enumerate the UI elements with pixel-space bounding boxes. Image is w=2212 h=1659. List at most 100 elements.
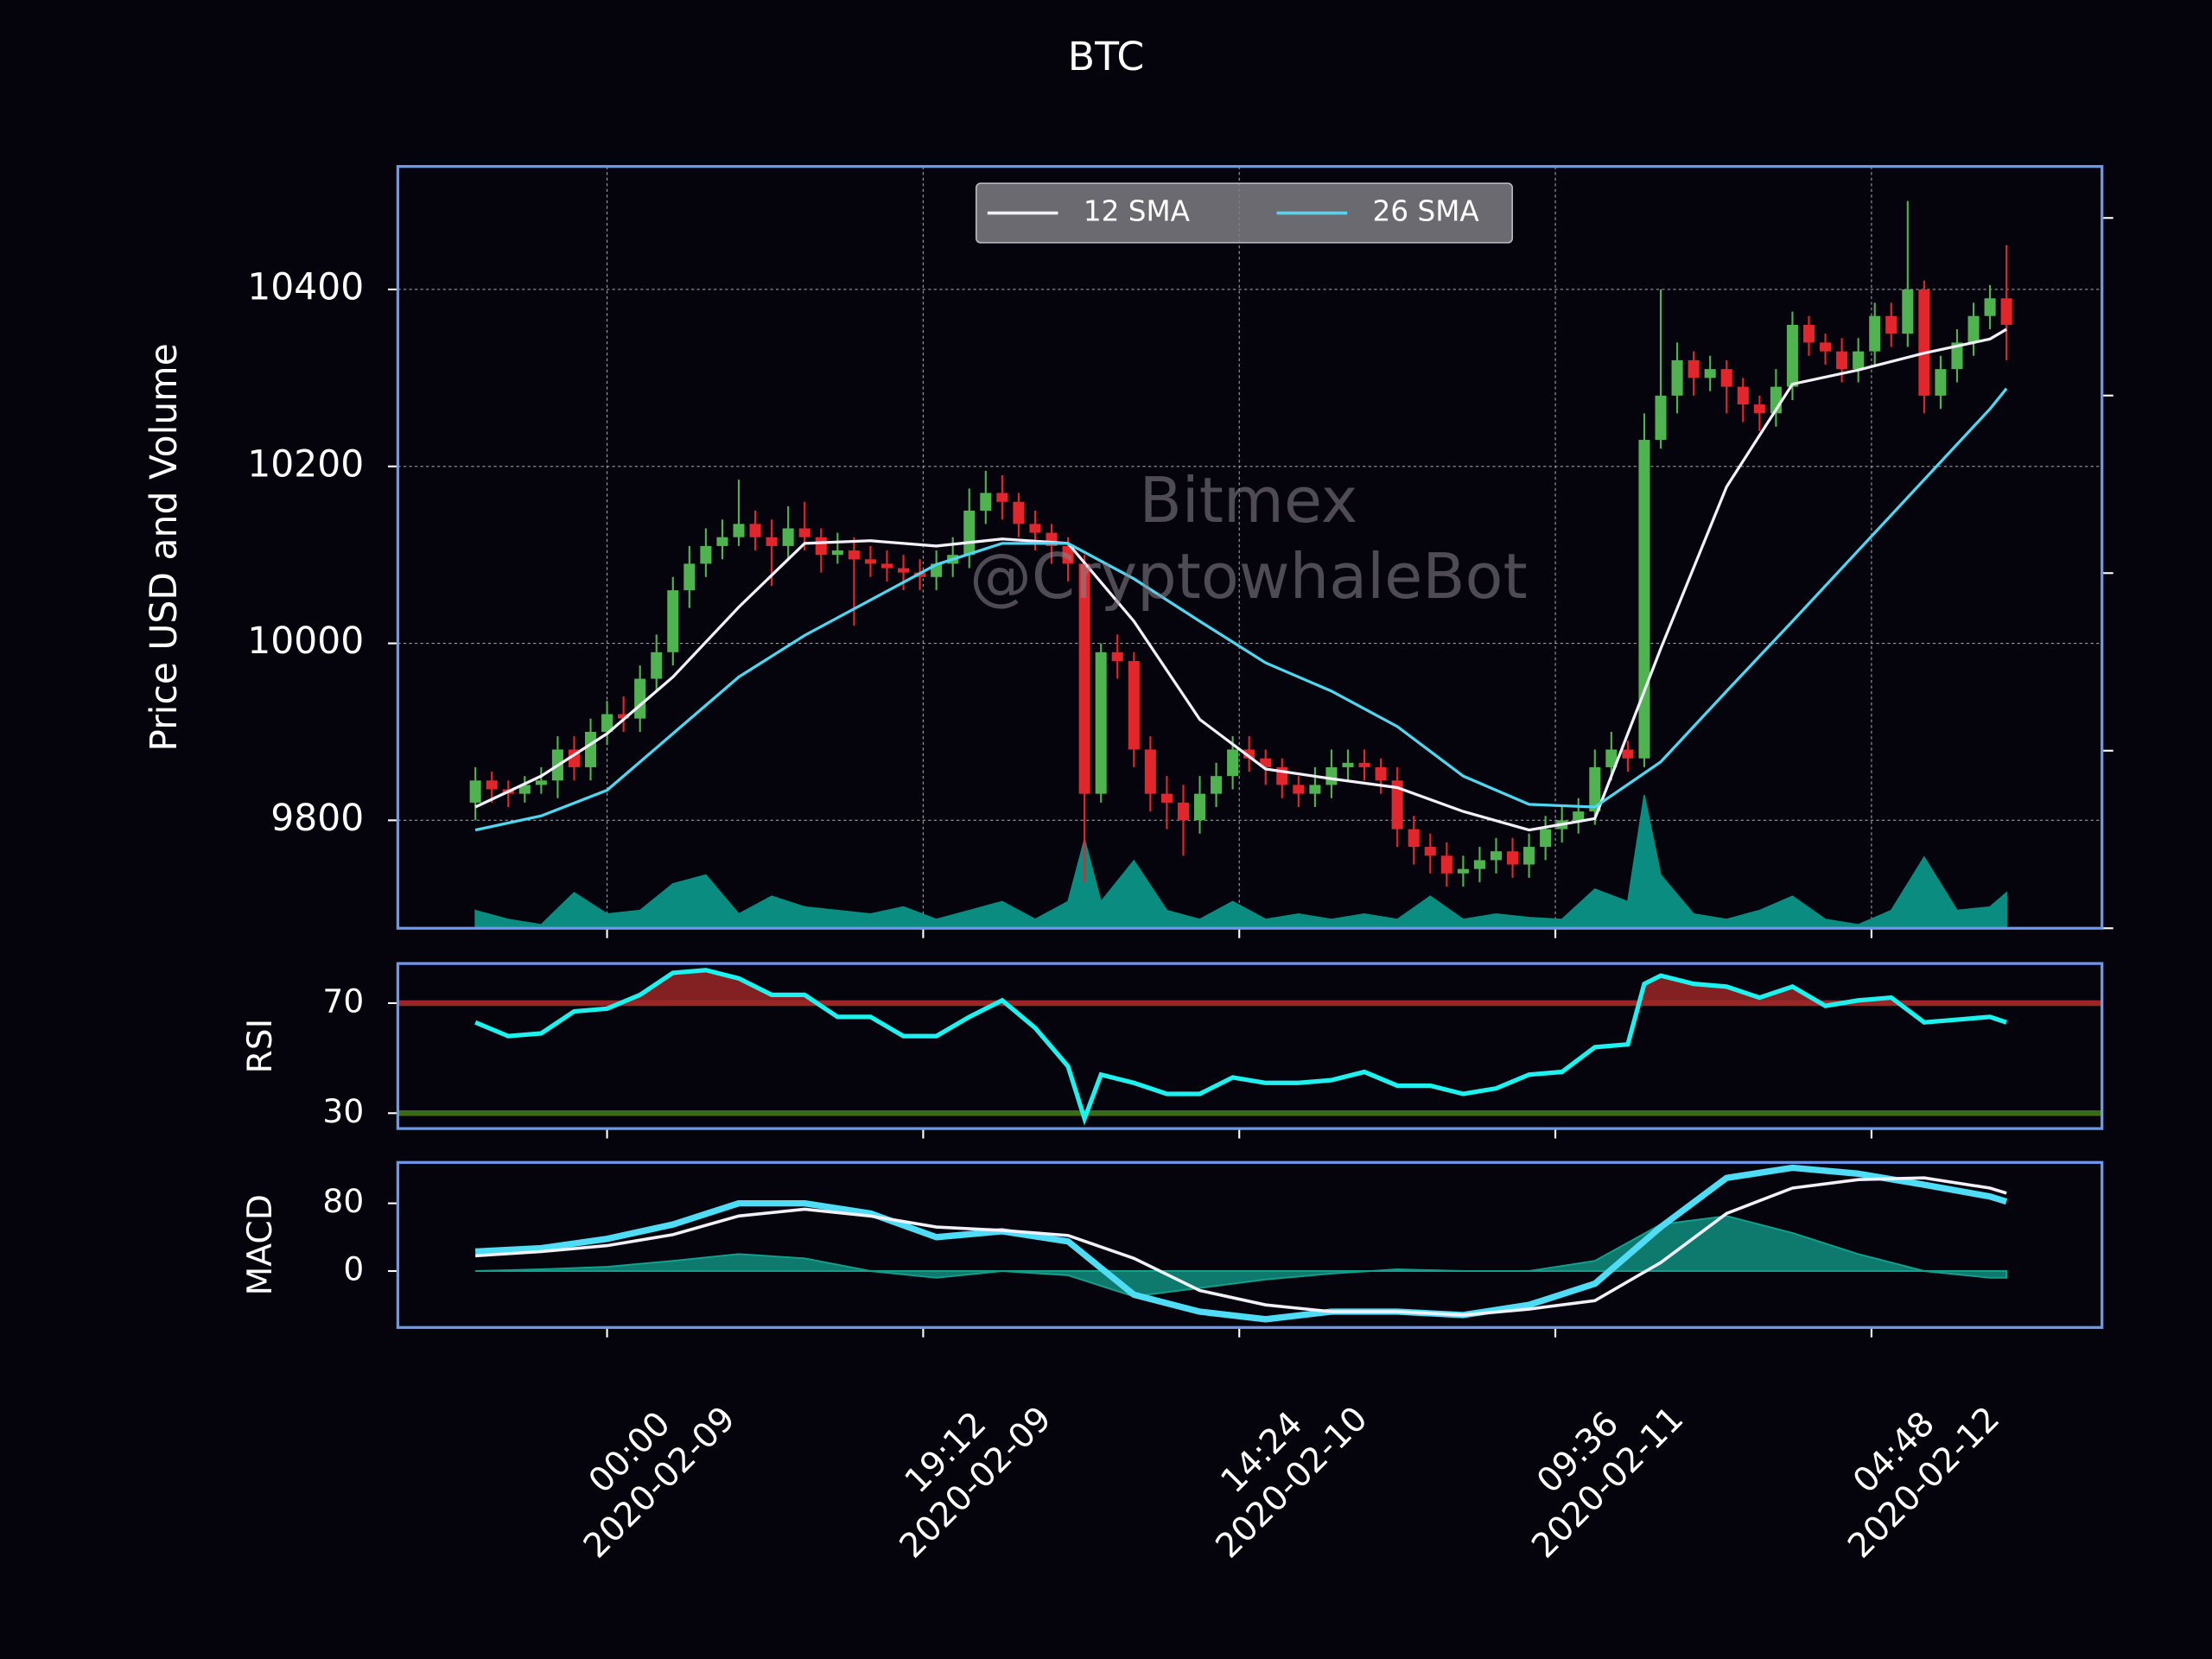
candle-body <box>880 563 893 569</box>
candle-body <box>831 550 843 556</box>
macd-histogram <box>475 1215 2008 1298</box>
candle-body <box>996 493 1008 502</box>
candle-body <box>1391 780 1403 830</box>
candle-body <box>1177 802 1189 821</box>
candle-body <box>2000 298 2012 325</box>
candle-body <box>815 537 827 556</box>
candle-body <box>1293 785 1305 794</box>
watermark: @CryptowhaleBot <box>969 540 1528 613</box>
y-tick-label: 9800 <box>270 798 364 840</box>
candle-body <box>1967 315 1980 343</box>
candle-body <box>1935 369 1947 396</box>
legend-box <box>975 182 1514 244</box>
sma-line <box>474 387 2008 832</box>
candle-body <box>1655 395 1667 441</box>
candle-body <box>1869 315 1881 352</box>
candle-body <box>667 590 679 652</box>
candle-body <box>1490 851 1503 861</box>
candle-body <box>1951 342 1963 370</box>
candle-body <box>1111 652 1123 662</box>
candle-body <box>1786 324 1798 387</box>
chart-title: BTC <box>1068 34 1145 79</box>
candle-body <box>1013 501 1025 524</box>
y-axis-label: MACD <box>241 1194 280 1295</box>
legend-label: 26 SMA <box>1373 195 1480 228</box>
watermark: Bitmex <box>1139 464 1357 537</box>
y-tick-label: 0 <box>343 1249 364 1287</box>
y-tick-label: 10400 <box>247 266 364 308</box>
rsi-line <box>474 968 2007 1126</box>
candle-body <box>749 524 761 537</box>
sma-line <box>474 327 2007 832</box>
candle-body <box>683 563 696 591</box>
signal-line <box>475 1176 2007 1317</box>
candle-body <box>1802 324 1815 343</box>
volume-area <box>474 794 2007 930</box>
candle-body <box>1375 766 1387 781</box>
y-tick-label: 30 <box>322 1092 364 1130</box>
candle-body <box>1902 289 1914 334</box>
legend-label: 12 SMA <box>1084 195 1191 228</box>
candle-body <box>1358 762 1370 767</box>
candle-body <box>1853 351 1865 370</box>
y-tick-label: 10000 <box>247 620 364 663</box>
candle-body <box>1440 855 1452 874</box>
candle-body <box>1260 758 1272 767</box>
candle-body <box>716 537 728 546</box>
candle-body <box>1144 749 1156 794</box>
candle-body <box>469 780 481 803</box>
y-tick-label: 70 <box>322 982 364 1020</box>
candle-body <box>1885 315 1897 334</box>
candle-body <box>486 780 498 790</box>
candle-body <box>766 537 778 546</box>
candle-body <box>1408 829 1420 848</box>
candle-body <box>1078 563 1090 794</box>
panel-frame <box>396 165 2104 930</box>
candle-body <box>782 528 794 546</box>
candle-body <box>1095 652 1107 794</box>
y-tick-label: 10200 <box>247 443 364 486</box>
candle-body <box>1540 829 1552 848</box>
candle-body <box>1243 749 1255 759</box>
candle-body <box>1325 766 1338 785</box>
candle-body <box>618 714 630 719</box>
candle-body <box>518 785 531 794</box>
candle-body <box>1918 289 1930 396</box>
candle-body <box>1638 440 1650 759</box>
candle-body <box>1984 298 1996 316</box>
candle-body <box>1720 369 1732 387</box>
candle-body <box>651 652 663 679</box>
candle-body <box>601 714 613 732</box>
panel-frame <box>396 1160 2104 1329</box>
y-tick-label: 80 <box>322 1182 364 1220</box>
candle-body <box>864 559 876 564</box>
candle-body <box>1309 785 1321 794</box>
candle-body <box>1589 766 1601 812</box>
candle-body <box>1227 749 1239 777</box>
macd-line <box>474 1164 2008 1323</box>
candle-body <box>1573 811 1585 821</box>
candle-body <box>1507 851 1519 865</box>
candle-body <box>584 731 597 767</box>
candle-body <box>1029 524 1041 533</box>
y-axis-label: RSI <box>241 1019 280 1074</box>
candle-body <box>1128 661 1140 750</box>
y-axis-label: Price USD and Volume <box>143 343 186 751</box>
candle-body <box>1605 749 1618 767</box>
candle-body <box>1671 359 1683 396</box>
panel-frame <box>396 962 2104 1130</box>
candle-body <box>634 678 646 719</box>
candle-body <box>1193 793 1206 821</box>
candle-body <box>1704 369 1716 378</box>
candle-body <box>1160 793 1173 803</box>
candle-body <box>798 528 810 537</box>
candle-body <box>848 550 860 560</box>
candle-body <box>1062 545 1074 564</box>
candle-body <box>1211 776 1223 794</box>
candle-body <box>1523 847 1535 865</box>
candle-body <box>1342 762 1354 767</box>
candle-body <box>1688 359 1700 378</box>
